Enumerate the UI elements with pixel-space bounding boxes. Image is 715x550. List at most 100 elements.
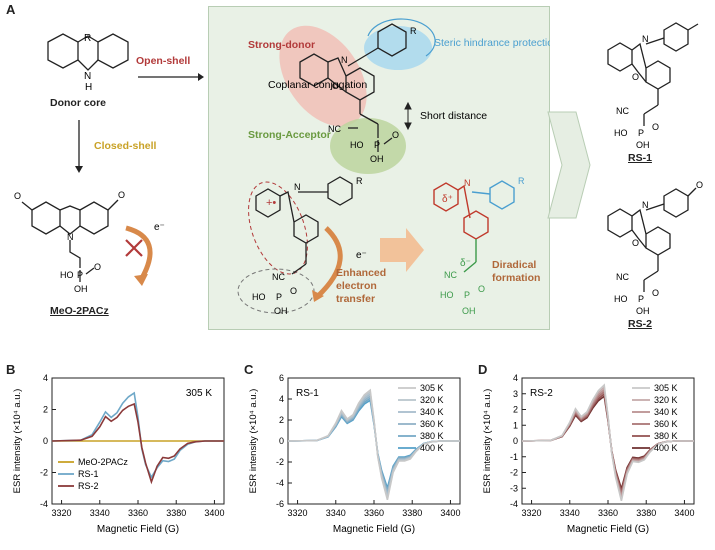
y-tick-label: 2 <box>43 405 48 415</box>
lower-nc-atom: NC <box>272 272 285 282</box>
y-tick-label: -2 <box>40 468 48 478</box>
x-tick-label: 3360 <box>598 508 618 518</box>
meo-n-atom: N <box>67 232 74 242</box>
scheme-nc-atom: NC <box>328 124 341 134</box>
y-tick-label: -3 <box>510 483 518 493</box>
rs1-o-atom: O <box>632 72 639 82</box>
diradical-oh-atom: OH <box>462 306 476 316</box>
rs2-o2-atom: O <box>652 288 659 298</box>
enhanced-transfer-label-2: electron <box>336 280 377 292</box>
x-tick-label: 3400 <box>204 508 224 518</box>
rs1-structure: N O NC HO P O OH <box>607 22 699 150</box>
meo-p-atom: P <box>77 270 83 280</box>
x-axis-label: Magnetic Field (G) <box>97 524 179 535</box>
x-tick-label: 3320 <box>288 508 308 518</box>
rs2-ho-atom: HO <box>614 294 628 304</box>
y-tick-label: 4 <box>43 373 48 383</box>
legend-label: 360 K <box>654 419 678 429</box>
x-tick-label: 3320 <box>52 508 72 518</box>
x-tick-label: 3380 <box>402 508 422 518</box>
meo-oh-atom: OH <box>74 284 88 294</box>
y-tick-label: 0 <box>513 436 518 446</box>
panel-b-letter: B <box>6 362 16 377</box>
lower-r-atom: R <box>356 176 363 186</box>
y-tick-label: 1 <box>513 420 518 430</box>
y-tick-label: -4 <box>510 499 518 509</box>
diradical-label-1: Diradical <box>492 259 536 271</box>
series-line-305-k <box>521 383 694 501</box>
blocked-cross-icon <box>125 239 143 257</box>
open-shell-label: Open-shell <box>136 55 191 67</box>
y-tick-label: -2 <box>276 457 284 467</box>
strong-acceptor-label: Strong-Acceptor <box>248 129 331 141</box>
rs1-nc-atom: NC <box>616 106 629 116</box>
legend-label: RS-1 <box>78 469 99 479</box>
scheme-chevron-arrow <box>547 111 591 219</box>
meo-o-atom-right: O <box>118 190 125 200</box>
donor-core-r-atom: R <box>84 33 91 44</box>
y-tick-label: 0 <box>43 436 48 446</box>
x-tick-label: 3320 <box>522 508 542 518</box>
y-axis-label: ESR intensity (×10⁴ a.u.) <box>482 389 493 494</box>
scheme-n-atom: N <box>341 55 348 65</box>
legend-label: RS-2 <box>78 481 99 491</box>
short-distance-label: Short distance <box>420 110 487 122</box>
radical-plus: +• <box>266 197 276 209</box>
meo-ho-atom: HO <box>60 270 74 280</box>
rs2-oh-atom: OH <box>636 306 650 316</box>
legend-label: 340 K <box>420 407 444 417</box>
rs1-p-atom: P <box>638 128 644 138</box>
lower-o-atom: O <box>290 286 297 296</box>
legend-label: 320 K <box>420 395 444 405</box>
lower-p-atom: P <box>276 292 282 302</box>
meo-o-atom-left: O <box>14 191 21 201</box>
scheme-ho-atom: HO <box>350 140 364 150</box>
scheme-oh-atom: OH <box>370 154 384 164</box>
legend-label: 380 K <box>420 431 444 441</box>
closed-shell-arrow <box>75 120 83 173</box>
diradical-p-atom: P <box>464 290 470 300</box>
scheme-o-atom: O <box>332 81 339 91</box>
chart-title: RS-2 <box>530 388 553 399</box>
diradical-nc-atom: NC <box>444 270 457 280</box>
y-tick-label: 0 <box>279 436 284 446</box>
enhanced-transfer-label-1: Enhanced <box>336 267 386 279</box>
delta-minus-label: δ⁻ <box>460 258 471 269</box>
donor-core-h-atom: H <box>85 82 92 93</box>
diradical-ho-atom: HO <box>440 290 454 300</box>
donor-core-structure: R N H <box>47 33 129 93</box>
y-axis-label: ESR intensity (×10⁴ a.u.) <box>248 389 259 494</box>
legend-label: 340 K <box>654 407 678 417</box>
panel-a-letter: A <box>6 2 16 17</box>
closed-shell-label: Closed-shell <box>94 140 157 152</box>
x-axis-label: Magnetic Field (G) <box>333 524 415 535</box>
x-tick-label: 3360 <box>128 508 148 518</box>
lower-ho-atom: HO <box>252 292 266 302</box>
y-tick-label: -1 <box>510 452 518 462</box>
legend-label: MeO-2PACz <box>78 457 128 467</box>
legend-label: 305 K <box>654 383 678 393</box>
rs1-ho-atom: HO <box>614 128 628 138</box>
x-tick-label: 3400 <box>440 508 460 518</box>
rs2-structure: O N O NC HO P O OH <box>607 180 703 316</box>
rs1-n-atom: N <box>642 34 649 44</box>
x-tick-label: 3340 <box>560 508 580 518</box>
rs2-o-atom: O <box>632 238 639 248</box>
chart-c-esr-rs1: 3320 3340 3360 3380 3400 -6 -4 -2 0 2 4 6 Magnetic F… <box>248 373 461 535</box>
legend-label: 400 K <box>420 443 444 453</box>
y-axis-label: ESR intensity (×10⁴ a.u.) <box>12 389 23 494</box>
lower-n-atom: N <box>294 182 301 192</box>
legend-label: 400 K <box>654 443 678 453</box>
y-tick-label: 4 <box>513 373 518 383</box>
chart-title: RS-1 <box>296 388 319 399</box>
x-axis-label: Magnetic Field (G) <box>567 524 649 535</box>
panel-d-letter: D <box>478 362 488 377</box>
meo-electron-label: e⁻ <box>154 222 165 233</box>
chart-b-esr-305k: 3320 3340 3360 3380 3400 -4 -2 0 2 4 Magnetic Fiel… <box>12 373 225 535</box>
donor-core-label: Donor core <box>50 97 107 109</box>
x-tick-label: 3380 <box>636 508 656 518</box>
y-tick-label: 2 <box>279 415 284 425</box>
meo2pacz-structure: N O O HO P O OH e⁻ <box>14 190 165 294</box>
meo-o2-atom: O <box>94 262 101 272</box>
legend-label: 305 K <box>420 383 444 393</box>
